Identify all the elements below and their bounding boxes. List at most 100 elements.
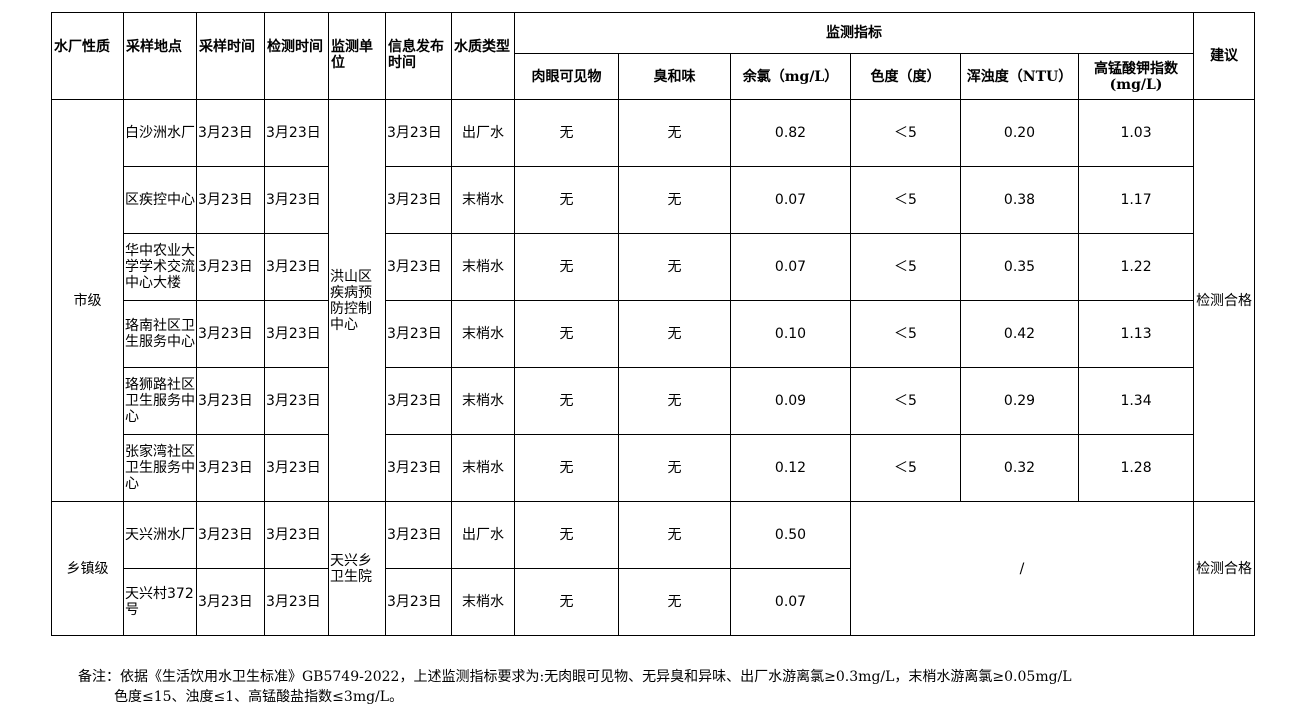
table-row: 珞狮路社区卫生服务中心 3月23日 3月23日 3月23日 末梢水无无 0.09 ＜5 0.2… (52, 367, 1255, 435)
publish-time-cell: 3月23日 (385, 501, 452, 569)
sample-time-cell: 3月23日 (196, 300, 265, 368)
indicator-value-cell: 1.13 (1077, 300, 1195, 368)
water-quality-table: 水厂性质 采样地点 采样时间 检测时间 监测单位 信息发布时间 水质类型 监测指… (51, 12, 1256, 636)
indicator-value-cell: 0.12 (730, 434, 851, 502)
table-row: 张家湾社区卫生服务中心 3月23日 3月23日 3月23日 末梢水无无 0.12 ＜5 0.3… (52, 434, 1255, 502)
col-unit: 监测单位 (328, 12, 386, 100)
indicator-value-cell: 0.07 (730, 568, 851, 636)
advice-cell: 检测合格 (1193, 501, 1256, 636)
publish-time-cell: 3月23日 (385, 233, 452, 301)
indicator-value-cell: 无 (618, 300, 731, 368)
footnote-line2: 色度≤15、浊度≤1、高锰酸盐指数≤3mg/L。 (114, 689, 404, 705)
col-indicator: 浑浊度（NTU） (960, 53, 1079, 100)
unit-cell: 天兴乡卫生院 (328, 501, 386, 636)
test-time-cell: 3月23日 (264, 99, 329, 167)
test-time-cell: 3月23日 (264, 367, 329, 435)
col-indicator: 臭和味 (618, 53, 731, 100)
indicator-value-cell: ＜5 (850, 166, 961, 234)
location-cell: 珞狮路社区卫生服务中心 (123, 367, 197, 435)
col-location: 采样地点 (123, 12, 197, 100)
indicator-value-cell: 无 (514, 233, 619, 301)
indicator-value-cell: 无 (514, 568, 619, 636)
table-row: 乡镇级 天兴洲水厂 3月23日 3月23日 天兴乡卫生院 3月23日 出厂水无无 0.50/检… (51, 501, 1256, 636)
indicator-value-cell: ＜5 (850, 233, 961, 301)
test-time-cell: 3月23日 (264, 568, 329, 636)
indicator-value-cell: ＜5 (850, 300, 961, 368)
test-time-cell: 3月23日 (264, 233, 329, 301)
indicator-value-cell: 0.09 (730, 367, 851, 435)
indicator-value-cell: 无 (514, 99, 619, 167)
sample-time-cell: 3月23日 (196, 434, 265, 502)
indicator-value-cell: 0.38 (960, 166, 1079, 234)
location-cell: 张家湾社区卫生服务中心 (123, 434, 197, 502)
indicator-value-cell: 0.32 (960, 434, 1079, 502)
indicator-value-cell: 无 (514, 367, 619, 435)
indicator-value-cell: ＜5 (850, 434, 961, 502)
table-row: 珞南社区卫生服务中心 3月23日 3月23日 3月23日 末梢水无无 0.10 ＜5 0.42… (52, 300, 1255, 368)
plant-type-cell: 市级 (51, 99, 124, 502)
publish-time-cell: 3月23日 (385, 99, 452, 167)
indicator-value-cell: 0.35 (960, 233, 1079, 301)
col-indicator: 色度（度） (850, 53, 961, 100)
location-cell: 天兴村372号 (123, 568, 197, 636)
col-indicator: 余氯（mg/L） (730, 53, 851, 100)
advice-cell: 检测合格 (1193, 99, 1256, 502)
indicator-value-cell: 无 (618, 367, 731, 435)
test-time-cell: 3月23日 (264, 166, 329, 234)
col-test-time: 检测时间 (264, 12, 329, 100)
indicator-value-cell: 0.07 (730, 166, 851, 234)
location-cell: 区疾控中心 (123, 166, 197, 234)
indicator-value-cell: 0.42 (960, 300, 1079, 368)
publish-time-cell: 3月23日 (385, 434, 452, 502)
table-row: 华中农业大学学术交流中心大楼 3月23日 3月23日 3月23日 末梢水无无 0.07 ＜5… (52, 233, 1255, 301)
indicator-value-cell: 无 (618, 166, 731, 234)
water-type-cell: 末梢水 (451, 568, 515, 636)
sample-time-cell: 3月23日 (196, 166, 265, 234)
col-publish-time: 信息发布时间 (385, 12, 452, 100)
indicator-value-cell: 0.50 (730, 501, 851, 569)
publish-time-cell: 3月23日 (385, 568, 452, 636)
sample-time-cell: 3月23日 (196, 568, 265, 636)
table-row: 市级 白沙洲水厂 3月23日 3月23日 洪山区疾病预防控制中心 3月23日 出厂水无无 0.… (51, 99, 1256, 502)
plant-type-cell: 乡镇级 (51, 501, 124, 636)
water-type-cell: 末梢水 (451, 166, 515, 234)
indicator-value-cell: 无 (618, 99, 731, 167)
not-applicable-cell: / (849, 501, 1195, 636)
col-sample-time: 采样时间 (196, 12, 265, 100)
footnote-line1: 备注：依据《生活饮用水卫生标准》GB5749-2022，上述监测指标要求为:无肉… (78, 669, 1072, 685)
unit-cell: 洪山区疾病预防控制中心 (328, 99, 386, 502)
water-type-cell: 出厂水 (451, 99, 515, 167)
test-time-cell: 3月23日 (264, 300, 329, 368)
table-row: 天兴村372号 3月23日 3月23日 3月23日 末梢水无无 0.07 (52, 568, 1255, 636)
indicator-value-cell: 1.03 (1077, 99, 1195, 167)
indicator-value-cell: 无 (514, 434, 619, 502)
indicator-value-cell: 无 (514, 300, 619, 368)
indicator-value-cell: 1.28 (1077, 434, 1195, 502)
indicator-value-cell: 1.34 (1077, 367, 1195, 435)
indicator-value-cell: 无 (514, 501, 619, 569)
indicator-value-cell: 0.10 (730, 300, 851, 368)
indicator-value-cell: ＜5 (850, 99, 961, 167)
location-cell: 华中农业大学学术交流中心大楼 (123, 233, 197, 301)
location-cell: 珞南社区卫生服务中心 (123, 300, 197, 368)
sample-time-cell: 3月23日 (196, 501, 265, 569)
indicator-value-cell: 0.82 (730, 99, 851, 167)
indicator-value-cell: 1.17 (1077, 166, 1195, 234)
sample-time-cell: 3月23日 (196, 367, 265, 435)
indicator-value-cell: 无 (618, 501, 731, 569)
indicator-value-cell: 0.29 (960, 367, 1079, 435)
indicator-value-cell: 无 (618, 568, 731, 636)
footnote: 备注：依据《生活饮用水卫生标准》GB5749-2022，上述监测指标要求为:无肉… (78, 667, 1072, 707)
sample-time-cell: 3月23日 (196, 233, 265, 301)
col-water-type: 水质类型 (451, 12, 515, 100)
col-advice: 建议 (1193, 12, 1256, 100)
water-type-cell: 出厂水 (451, 501, 515, 569)
water-type-cell: 末梢水 (451, 300, 515, 368)
table-row: 区疾控中心 3月23日 3月23日 3月23日 末梢水无无 0.07 ＜5 0.38 1.17 (52, 166, 1255, 234)
indicator-value-cell: 1.22 (1077, 233, 1195, 301)
col-indicator: 肉眼可见物 (514, 53, 619, 100)
test-time-cell: 3月23日 (264, 501, 329, 569)
location-cell: 白沙洲水厂 (123, 99, 197, 167)
test-time-cell: 3月23日 (264, 434, 329, 502)
col-type: 水厂性质 (51, 12, 124, 100)
